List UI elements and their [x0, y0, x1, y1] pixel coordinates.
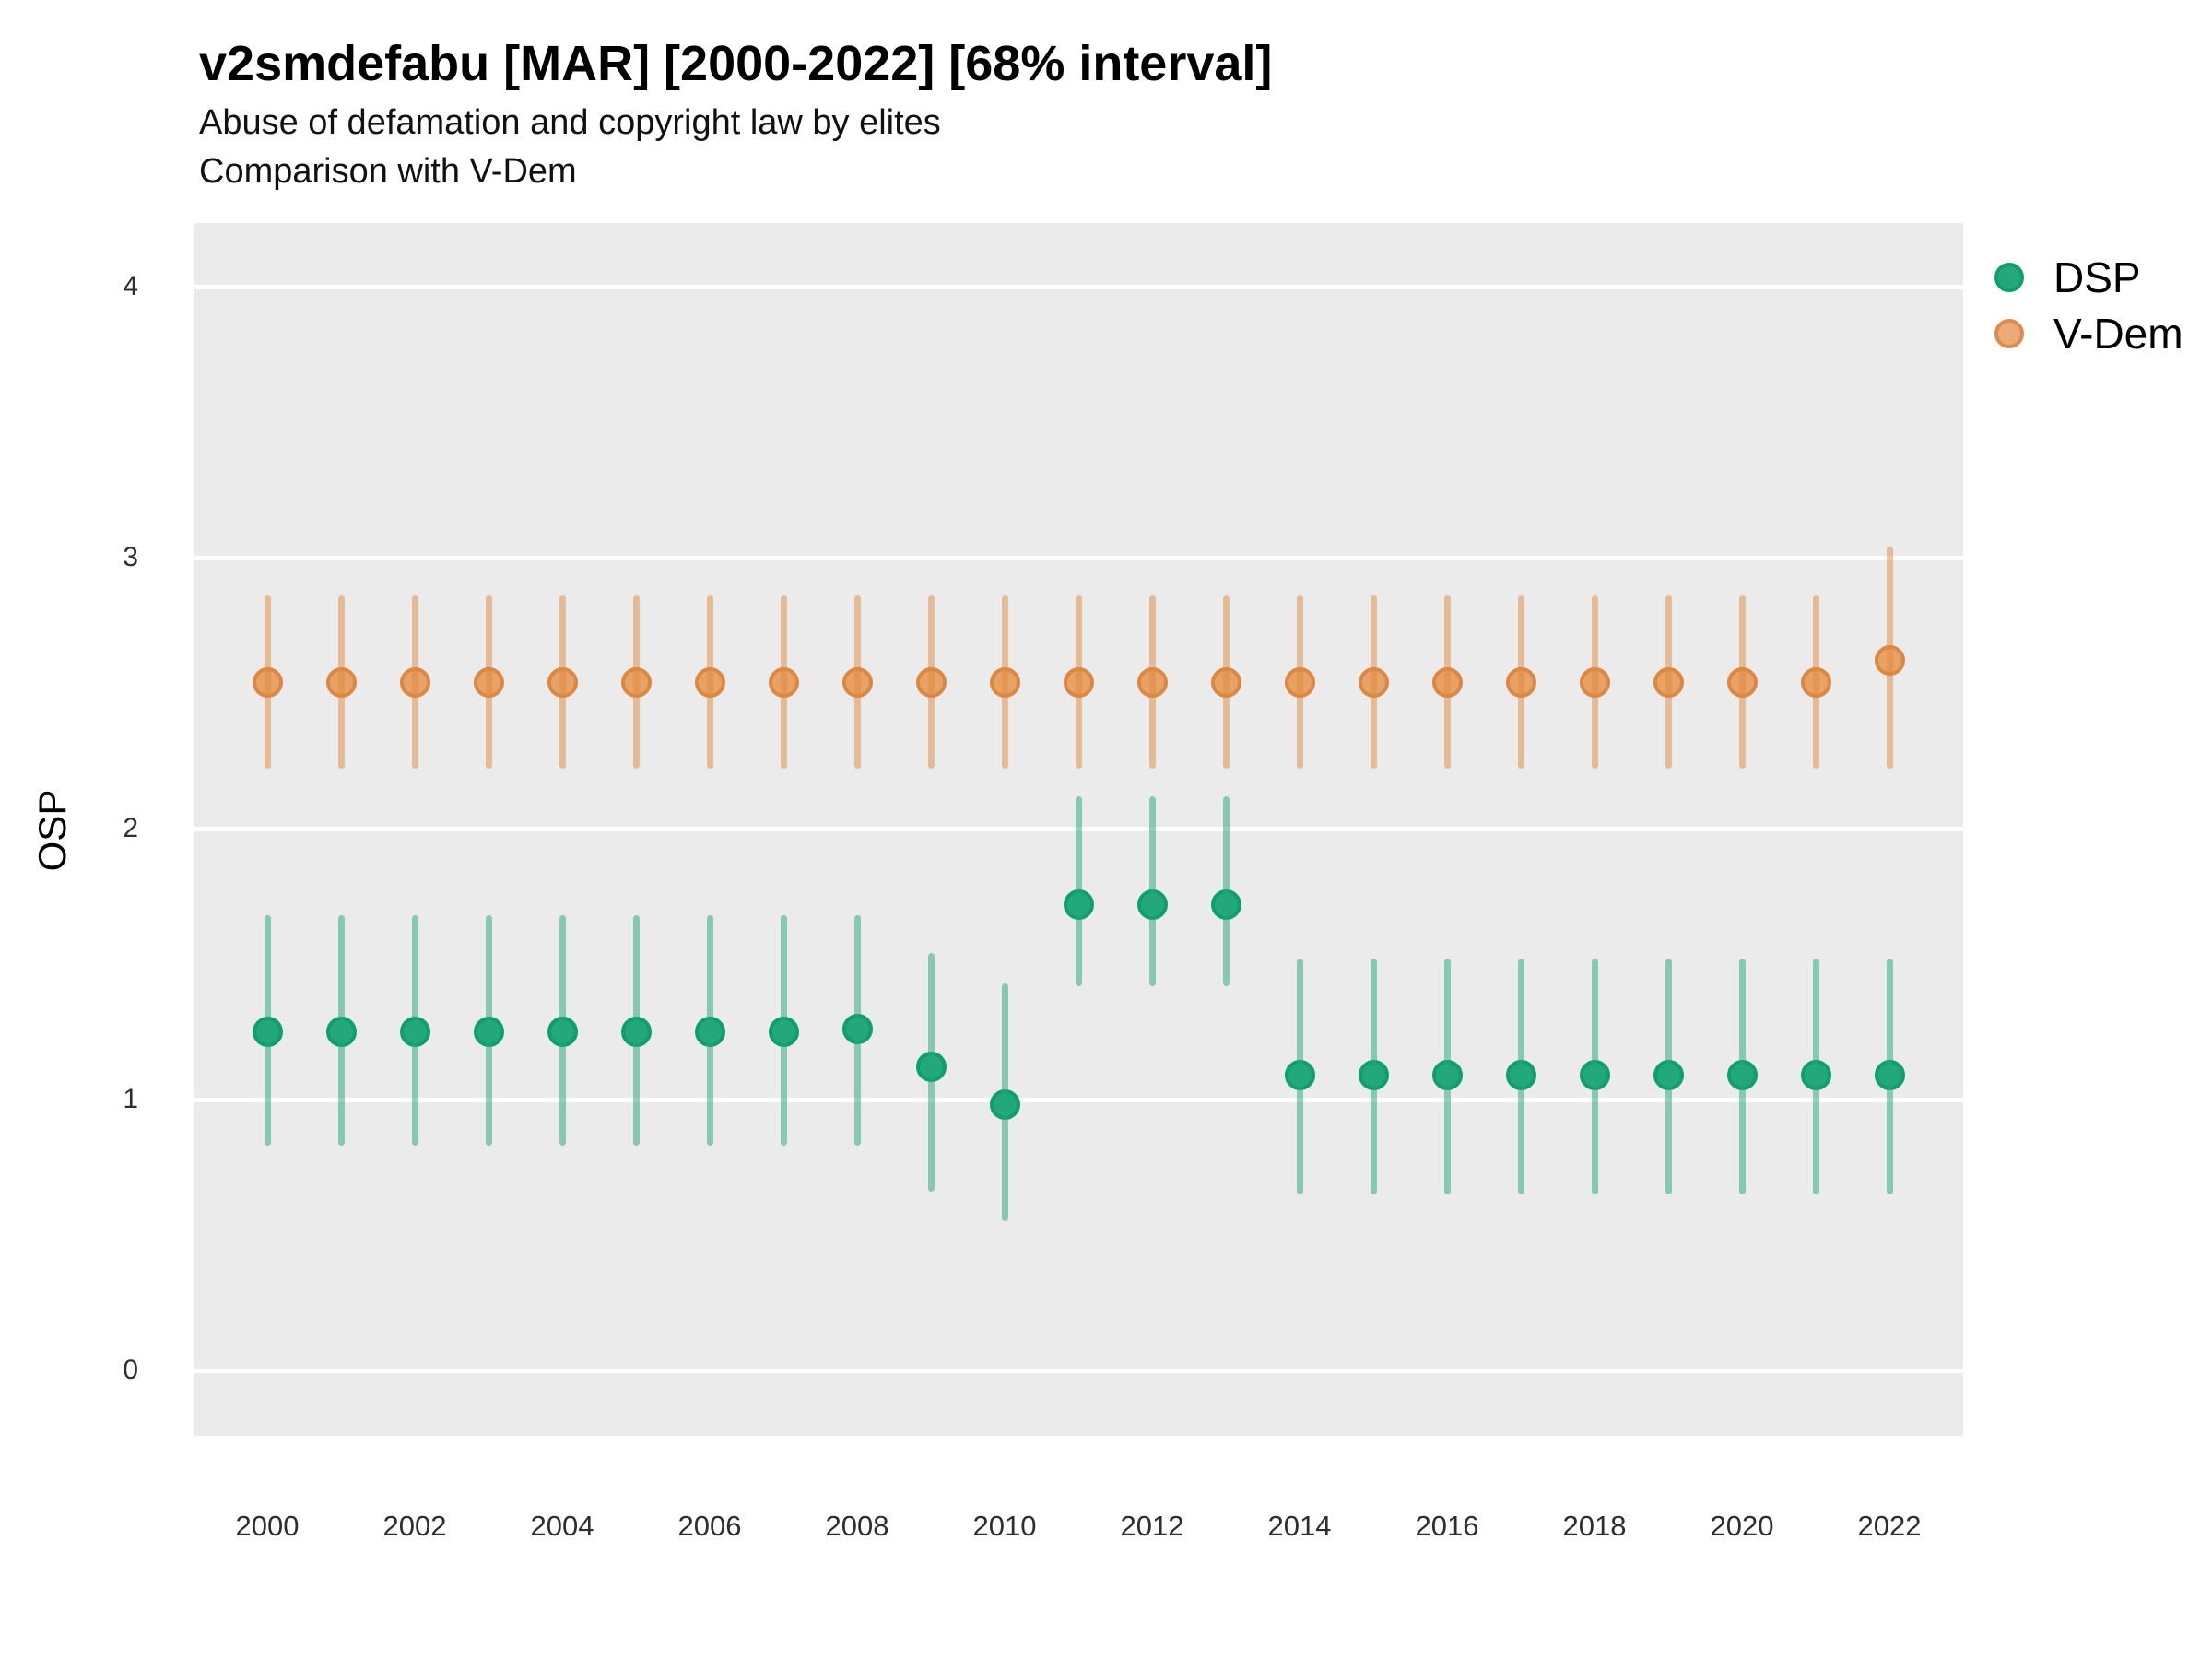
interval-vdem-2006 [706, 595, 713, 770]
interval-vdem-2010 [1001, 595, 1008, 770]
chart-title: v2smdefabu [MAR] [2000-2022] [68% interv… [199, 36, 1273, 91]
interval-dsp-2014 [1296, 959, 1303, 1194]
interval-vdem-2009 [927, 595, 935, 770]
plot-panel [194, 223, 1963, 1436]
interval-vdem-2008 [853, 595, 861, 770]
interval-vdem-2011 [1075, 595, 1082, 770]
gridline-y-1 [194, 1097, 1963, 1102]
gridline-y-3 [194, 555, 1963, 560]
interval-dsp-2005 [632, 915, 640, 1146]
interval-dsp-2021 [1812, 959, 1819, 1194]
interval-vdem-2014 [1296, 595, 1303, 770]
interval-vdem-2001 [337, 595, 345, 770]
interval-vdem-2004 [559, 595, 566, 770]
x-tick-label-2012: 2012 [1120, 1510, 1184, 1542]
legend-label-dsp: DSP [2053, 253, 2141, 301]
y-tick-label-0: 0 [123, 1355, 138, 1385]
interval-dsp-2009 [927, 953, 935, 1192]
interval-dsp-2020 [1738, 959, 1746, 1194]
interval-vdem-2021 [1812, 595, 1819, 770]
x-tick-label-2014: 2014 [1267, 1510, 1332, 1542]
y-tick-label-1: 1 [123, 1084, 138, 1114]
chart-subtitle-comparison: Comparison with V-Dem [199, 152, 577, 191]
x-tick-label-2018: 2018 [1562, 1510, 1627, 1542]
x-tick-label-2016: 2016 [1415, 1510, 1479, 1542]
interval-dsp-2007 [780, 915, 787, 1146]
gridline-y-0 [194, 1368, 1963, 1373]
interval-vdem-2017 [1517, 595, 1524, 770]
interval-vdem-2016 [1443, 595, 1451, 770]
y-tick-label-4: 4 [123, 271, 138, 301]
interval-dsp-2006 [706, 915, 713, 1146]
interval-vdem-2013 [1222, 595, 1230, 770]
interval-vdem-2007 [780, 595, 787, 770]
interval-dsp-2003 [485, 915, 492, 1146]
interval-dsp-2022 [1886, 959, 1893, 1194]
gridline-y-4 [194, 284, 1963, 289]
interval-vdem-2002 [411, 595, 418, 770]
interval-dsp-2012 [1148, 795, 1156, 986]
interval-dsp-2016 [1443, 959, 1451, 1194]
x-tick-label-2010: 2010 [972, 1510, 1037, 1542]
chart-subtitle: Abuse of defamation and copyright law by… [199, 103, 941, 142]
interval-dsp-2013 [1222, 795, 1230, 986]
legend-key-vdem-icon [1994, 319, 2024, 348]
interval-dsp-2008 [853, 915, 861, 1146]
interval-dsp-2011 [1075, 795, 1082, 986]
x-tick-label-2008: 2008 [825, 1510, 889, 1542]
interval-vdem-2015 [1370, 595, 1377, 770]
x-tick-label-2000: 2000 [235, 1510, 300, 1542]
interval-vdem-2005 [632, 595, 640, 770]
interval-vdem-2020 [1738, 595, 1746, 770]
x-tick-label-2006: 2006 [677, 1510, 742, 1542]
interval-vdem-2003 [485, 595, 492, 770]
interval-dsp-2010 [1001, 982, 1008, 1222]
y-tick-label-3: 3 [123, 542, 138, 572]
interval-dsp-2001 [337, 915, 345, 1146]
x-tick-label-2002: 2002 [382, 1510, 447, 1542]
x-tick-label-2022: 2022 [1857, 1510, 1922, 1542]
x-tick-label-2020: 2020 [1710, 1510, 1774, 1542]
y-tick-label-2: 2 [123, 813, 138, 843]
interval-dsp-2002 [411, 915, 418, 1146]
interval-dsp-2017 [1517, 959, 1524, 1194]
interval-vdem-2018 [1591, 595, 1598, 770]
interval-vdem-2019 [1665, 595, 1672, 770]
interval-vdem-2022 [1886, 547, 1893, 770]
legend-label-vdem: V-Dem [2053, 310, 2183, 358]
interval-dsp-2018 [1591, 959, 1598, 1194]
interval-dsp-2004 [559, 915, 566, 1146]
legend-key-dsp-icon [1994, 263, 2024, 292]
x-tick-label-2004: 2004 [530, 1510, 594, 1542]
interval-vdem-2000 [264, 595, 271, 770]
interval-dsp-2015 [1370, 959, 1377, 1194]
interval-dsp-2000 [264, 915, 271, 1146]
interval-vdem-2012 [1148, 595, 1156, 770]
interval-dsp-2019 [1665, 959, 1672, 1194]
